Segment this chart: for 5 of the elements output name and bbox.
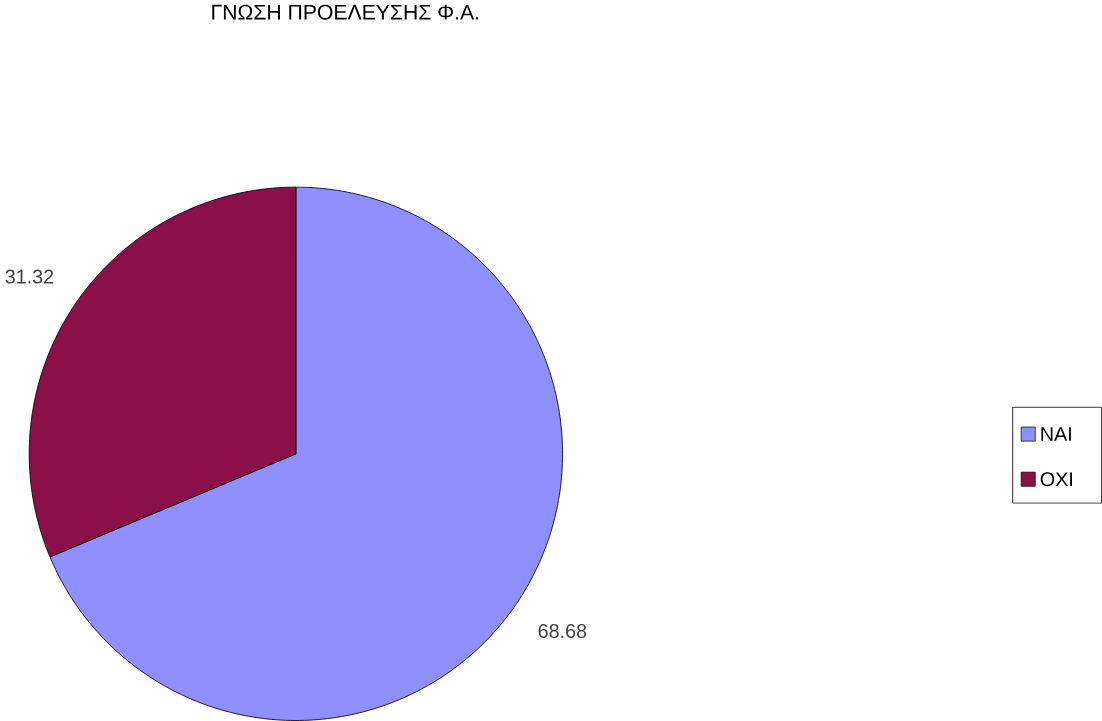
chart-title: ΓΝΩΣΗ ΠΡΟΕΛΕΥΣΗΣ Φ.Α. (212, 4, 479, 20)
data-label: 31.32 (5, 269, 54, 284)
data-label: 68.68 (538, 624, 587, 639)
legend-label: ΝΑΙ (1041, 427, 1071, 441)
legend-label: ΟΧΙ (1040, 472, 1072, 487)
